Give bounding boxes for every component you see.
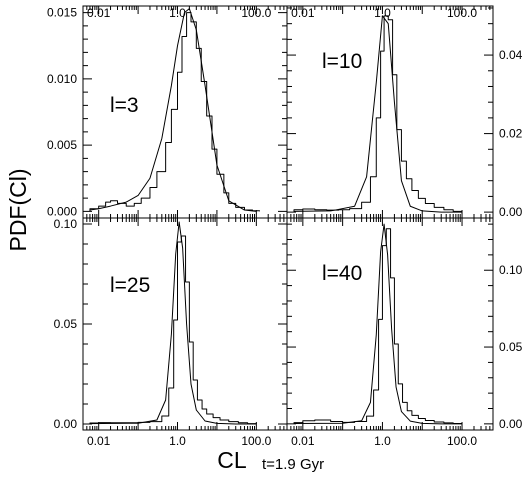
x-tick-label: 0.01 (87, 6, 111, 20)
y-tick-label: 0.02 (499, 127, 523, 141)
panel-label: l=3 (110, 94, 139, 117)
panel-3: 0.00 0.05 0.10 0.01 1.0 100.0 l=25 (54, 217, 288, 448)
smooth-series (294, 223, 463, 425)
y-tick-label: 0.04 (499, 48, 523, 62)
x-tick-label: 0.01 (291, 6, 315, 20)
panel-label: l=40 (322, 262, 362, 285)
smooth-series (89, 8, 257, 212)
y-tick-label: 0.000 (47, 204, 77, 218)
smooth-series (294, 15, 463, 213)
panel-4: 0.00 0.05 0.10 0.01 1.0 100.0 l=40 (286, 217, 523, 448)
y-tick-label: 0.005 (47, 138, 77, 152)
histogram-series (293, 15, 463, 213)
x-axis-title: CL (217, 447, 247, 473)
y-tick-label: 0.010 (47, 72, 77, 86)
y-tick-label: 0.015 (47, 6, 77, 20)
plot-frame (82, 217, 288, 431)
panel-label: l=10 (322, 50, 362, 73)
x-tick-label: 100.0 (447, 434, 477, 448)
x-tick-label: 1.0 (374, 6, 391, 20)
panel-1: 0.000 0.005 0.010 0.015 0.01 1.0 100.0 l=3 (47, 5, 288, 219)
histogram-series (293, 228, 463, 425)
x-tick-label: 100.0 (447, 6, 477, 20)
y-tick-label: 0.00 (54, 417, 78, 431)
histogram-series (89, 12, 260, 212)
x-tick-label: 1.0 (374, 434, 391, 448)
histogram-series (89, 235, 257, 425)
y-tick-label: 0.10 (54, 217, 78, 231)
y-tick-label: 0.10 (499, 263, 523, 277)
x-axis-note: t=1.9 Gyr (262, 456, 324, 473)
panel-label: l=25 (110, 274, 150, 297)
plot-frame (286, 5, 494, 219)
panel-2: 0.00 0.02 0.04 0.01 1.0 100.0 l=10 (286, 5, 523, 219)
plot-frame (286, 217, 494, 431)
x-tick-label: 100.0 (241, 434, 271, 448)
x-tick-label: 0.01 (87, 434, 111, 448)
y-tick-label: 0.05 (54, 317, 78, 331)
x-tick-label: 1.0 (169, 434, 186, 448)
y-tick-label: 0.00 (499, 205, 523, 219)
x-tick-label: 100.0 (241, 6, 271, 20)
y-tick-label: 0.00 (499, 417, 523, 431)
smooth-series (89, 221, 257, 425)
x-tick-label: 0.01 (291, 434, 315, 448)
y-axis-title: PDF(Cl) (5, 168, 31, 251)
x-tick-label: 1.0 (169, 6, 186, 20)
y-tick-label: 0.05 (499, 340, 523, 354)
